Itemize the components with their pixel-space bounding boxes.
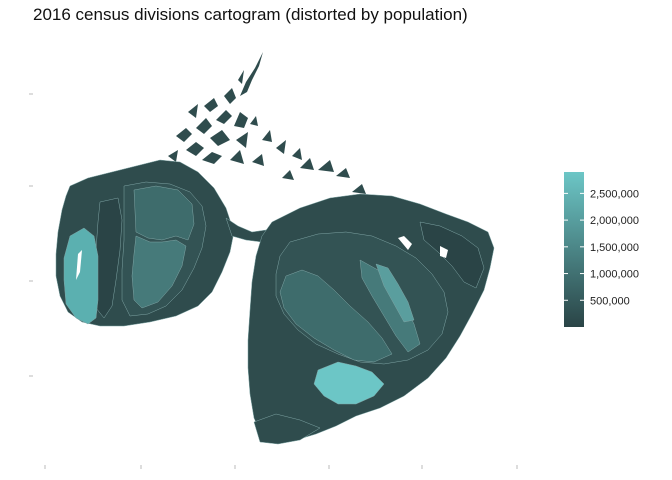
x-axis-ticks — [44, 465, 518, 469]
legend-ticks: 2,500,000 2,000,000 1,500,000 1,000,000 500,… — [564, 188, 639, 307]
arctic-islands — [168, 52, 366, 194]
page-title: 2016 census divisions cartogram (distort… — [33, 5, 468, 24]
legend-tick-label: 1,500,000 — [590, 242, 639, 254]
western-lobe — [55, 159, 235, 327]
legend-tick-label: 500,000 — [590, 295, 630, 307]
legend-colorbar — [564, 172, 584, 327]
legend-tick-label: 2,000,000 — [590, 215, 639, 227]
legend-tick-label: 1,000,000 — [590, 269, 639, 281]
eastern-lobe — [247, 193, 495, 445]
legend-tick-label: 2,500,000 — [590, 188, 639, 200]
y-axis-ticks — [29, 93, 33, 377]
color-legend: 2,500,000 2,000,000 1,500,000 1,000,000 500,… — [564, 172, 639, 327]
